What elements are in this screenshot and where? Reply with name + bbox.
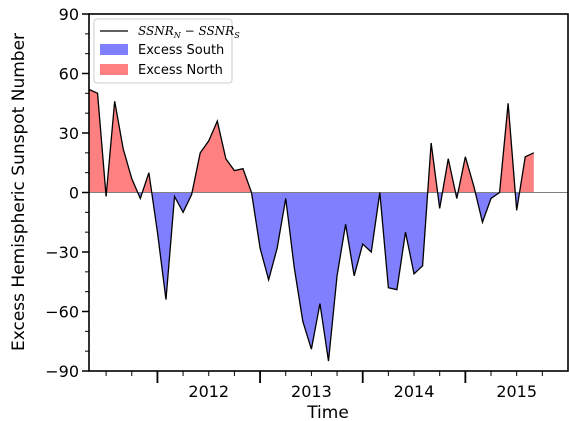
x-axis-ticks: 2012 2013 2014 2015 xyxy=(105,371,543,401)
series-line-ssnr-n-minus-ssnr-s xyxy=(89,88,535,362)
y-tick-label: −60 xyxy=(45,303,79,322)
x-tick-label: 2015 xyxy=(496,382,537,401)
legend-label-line: SSNRN − SSNRS xyxy=(138,24,240,40)
y-tick-label: −30 xyxy=(45,243,79,262)
y-tick-label: 0 xyxy=(69,184,79,203)
x-tick-label: 2013 xyxy=(291,382,332,401)
y-tick-label: 90 xyxy=(59,5,79,24)
y-tick-label: −90 xyxy=(45,362,79,381)
legend-swatch-north xyxy=(100,64,128,75)
x-tick-label: 2014 xyxy=(394,382,435,401)
legend-label-north: Excess North xyxy=(138,63,223,78)
y-axis-title: Excess Hemispheric Sunspot Number xyxy=(9,33,29,351)
legend-swatch-south xyxy=(100,44,128,55)
y-tick-label: 30 xyxy=(59,124,79,143)
legend-label-south: Excess South xyxy=(138,43,224,58)
legend: SSNRN − SSNRS Excess South Excess North xyxy=(93,18,240,84)
y-axis-ticks: −90 −60 −30 0 30 60 90 xyxy=(45,5,89,381)
x-tick-label: 2012 xyxy=(188,382,229,401)
fill-areas xyxy=(89,89,534,362)
y-tick-label: 60 xyxy=(59,65,79,84)
fill-excess-north xyxy=(89,89,534,193)
fill-excess-south xyxy=(89,192,534,362)
legend-box xyxy=(93,18,233,84)
x-axis-title: Time xyxy=(306,403,349,421)
